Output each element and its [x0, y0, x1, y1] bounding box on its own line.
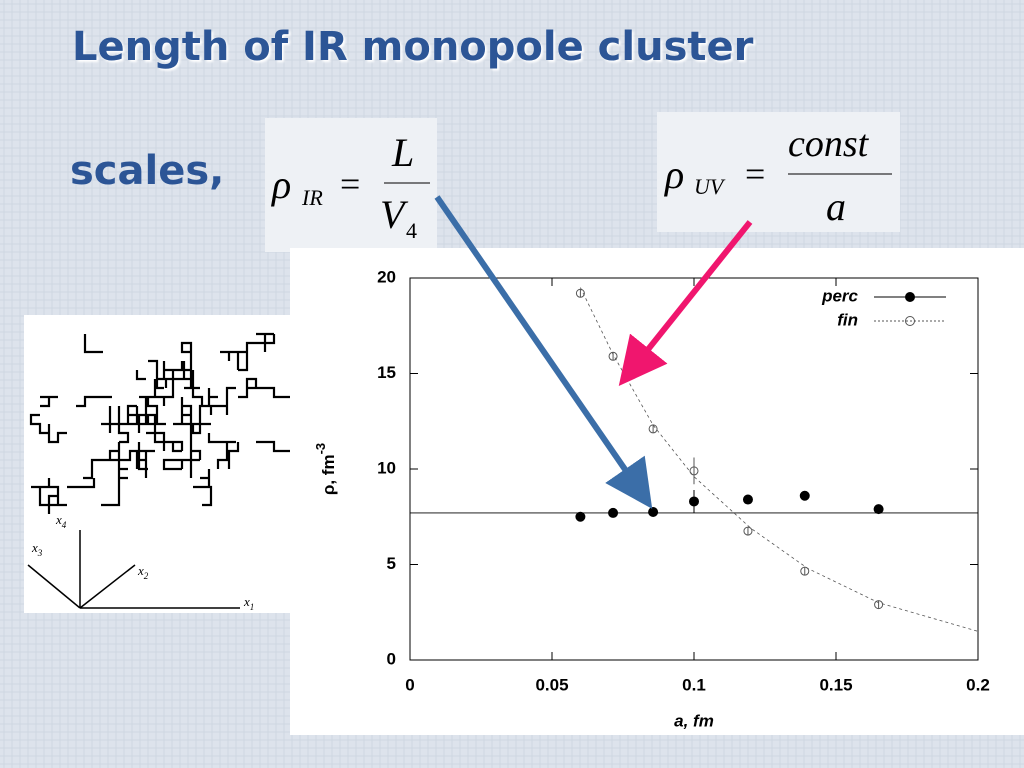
x-tick-label: 0.05 [535, 675, 568, 694]
y-tick-label: 0 [387, 649, 396, 668]
y-tick-label: 20 [377, 267, 396, 286]
y-tick-label: 5 [387, 554, 396, 573]
point [648, 506, 659, 517]
point [800, 566, 810, 576]
point [743, 526, 753, 536]
cluster-image: x1 x2 x3 x4 [24, 315, 312, 613]
denominator: a [826, 184, 846, 229]
x-tick-label: 0.2 [966, 675, 990, 694]
symbol: ρ [663, 152, 684, 197]
axis-label: x2 [137, 563, 149, 581]
formula-ir: ρ IR = L V 4 [265, 118, 437, 252]
point [608, 507, 619, 518]
chart: 0 0.05 0.1 0.15 0.2 0 5 10 15 20 a, fm ρ, fm-3 perc f… [313, 267, 989, 730]
chart-panel [290, 248, 1024, 735]
lead: scales, [70, 148, 224, 194]
arrow [434, 195, 653, 509]
axis [27, 564, 81, 609]
y-axis-label-text: ρ, fm [319, 454, 338, 495]
point [608, 351, 618, 361]
x-tick-label: 0.15 [819, 675, 852, 694]
point [575, 288, 585, 298]
image-frame [24, 315, 312, 613]
point [742, 494, 753, 505]
formula-uv: ρ UV = const a [657, 112, 900, 232]
arrow [618, 220, 753, 387]
legend-marker [905, 316, 915, 326]
formula-box [657, 112, 900, 232]
denominator-subscript: 4 [406, 218, 417, 243]
axis-label: x4 [55, 512, 67, 530]
legend-marker [905, 292, 915, 302]
point [874, 600, 884, 610]
cluster-paths [29, 332, 292, 514]
point [873, 504, 884, 515]
symbol: ρ [270, 162, 291, 207]
legend-label: perc [821, 286, 858, 305]
x-tick-label: 0.1 [682, 675, 706, 694]
x-tick-label: 0 [405, 675, 414, 694]
y-tick-label: 15 [377, 363, 396, 382]
point [575, 511, 586, 522]
title: Length of IR monopole cluster [72, 24, 754, 70]
denominator: V [380, 192, 409, 237]
axis-label: x1 [243, 594, 254, 612]
point [689, 466, 699, 476]
point [689, 496, 699, 507]
legend-label: fin [837, 310, 858, 329]
equals: = [340, 164, 360, 204]
point [648, 424, 658, 434]
subscript: UV [694, 174, 726, 199]
equals: = [745, 154, 765, 194]
numerator: L [391, 130, 414, 175]
fit-curve [580, 287, 979, 632]
formula-box [265, 118, 437, 252]
axis [79, 564, 136, 609]
y-axis-label-sup: -3 [313, 443, 328, 455]
point [799, 490, 810, 501]
y-axis-label: ρ, fm-3 [313, 443, 338, 495]
x-axis-label: a, fm [674, 711, 714, 730]
axis-label: x3 [31, 540, 43, 558]
numerator: const [788, 123, 870, 165]
subscript: IR [301, 185, 323, 210]
y-tick-label: 10 [377, 458, 396, 477]
